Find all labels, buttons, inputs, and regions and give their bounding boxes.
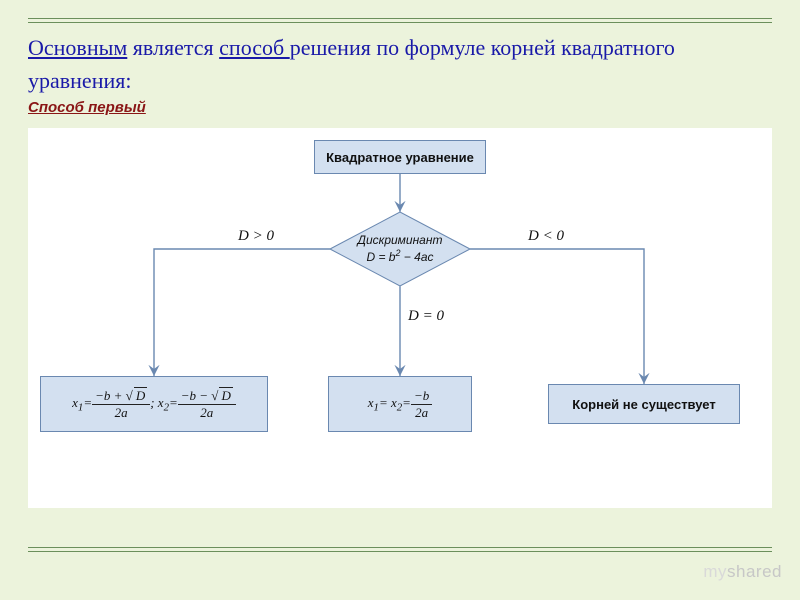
title-underlined-1: Основным xyxy=(28,35,127,60)
node-start: Квадратное уравнение xyxy=(314,140,486,174)
node-discriminant: Дискриминант D = b2 − 4ac xyxy=(330,212,470,286)
edge-label: D < 0 xyxy=(528,228,564,245)
edge-label: D > 0 xyxy=(238,228,274,245)
title-underlined-2: способ xyxy=(219,35,290,60)
page-title: Основным является способ решения по форм… xyxy=(28,27,772,99)
node-one-root: x1= x2= −b2a xyxy=(328,376,472,432)
watermark: myshared xyxy=(703,562,782,582)
footer-rule xyxy=(28,547,772,552)
subtitle: Способ первый xyxy=(28,99,772,116)
discriminant-formula: D = b2 − 4ac xyxy=(366,248,433,265)
node-no-roots: Корней не существует xyxy=(548,384,740,424)
flowchart-arrows xyxy=(28,128,772,508)
flowchart: Квадратное уравнение Дискриминант D = b2… xyxy=(28,128,772,508)
node-two-roots: x1= −b + √D2a ; x2= −b − √D2a xyxy=(40,376,268,432)
edge-label: D = 0 xyxy=(408,308,444,325)
